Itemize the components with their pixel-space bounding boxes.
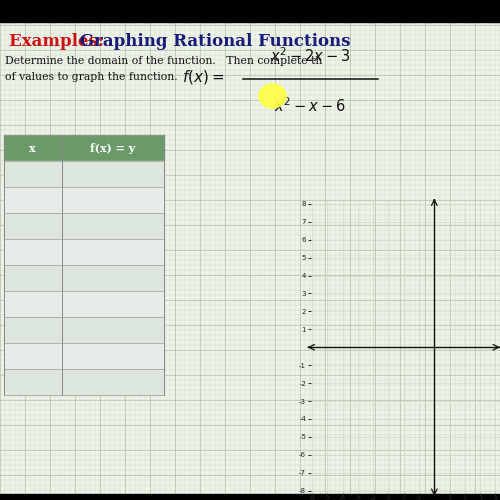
Text: of values to graph the function.: of values to graph the function. <box>5 72 178 82</box>
Bar <box>0 0 500 22</box>
Text: $x^2 - x - 6$: $x^2 - x - 6$ <box>274 96 346 114</box>
Text: Graphing Rational Functions: Graphing Rational Functions <box>74 32 350 50</box>
Bar <box>4 135 164 161</box>
Text: Examples:: Examples: <box>9 32 110 50</box>
Bar <box>4 239 164 265</box>
Text: x: x <box>30 142 36 154</box>
Bar <box>4 187 164 213</box>
Text: f(x) = y: f(x) = y <box>90 142 136 154</box>
Bar <box>0 494 500 500</box>
Bar <box>4 343 164 369</box>
Bar <box>4 265 164 291</box>
Text: $x^2 - 2x - 3$: $x^2 - 2x - 3$ <box>270 46 350 65</box>
Bar <box>4 291 164 317</box>
Bar <box>4 317 164 343</box>
Bar <box>4 213 164 239</box>
Bar <box>4 161 164 187</box>
Ellipse shape <box>259 84 286 108</box>
Text: Determine the domain of the function.   Then complete th: Determine the domain of the function. Th… <box>5 56 322 66</box>
Text: $f(x) =$: $f(x) =$ <box>182 68 225 86</box>
Bar <box>4 369 164 395</box>
